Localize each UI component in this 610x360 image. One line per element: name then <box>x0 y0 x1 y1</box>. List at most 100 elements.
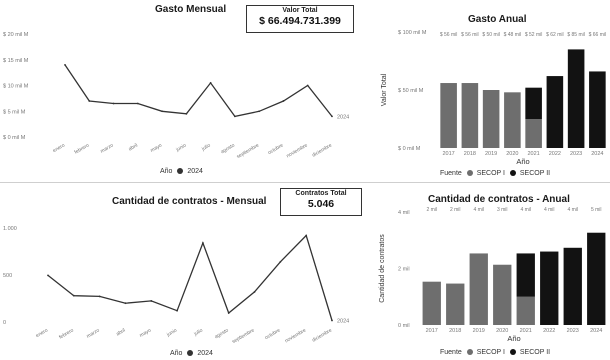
legend-item: SECOP I <box>476 349 505 356</box>
bar-data-label: $ 56 mil <box>440 32 458 38</box>
legend-title: Fuente <box>440 349 462 356</box>
bar-secop-i-2018 <box>461 83 479 148</box>
x-tick-label: diciembre <box>311 327 333 343</box>
x-axis-title: Año <box>516 157 529 166</box>
series-end-label: 2024 <box>337 318 349 324</box>
bar-data-label: 4 mil <box>567 207 578 213</box>
x-tick-label: noviembre <box>284 327 307 344</box>
data-point <box>88 100 91 102</box>
gasto-anual-chart: $ 100 mil M $ 50 mil M $ 0 mil M $ 56 mil 20… <box>381 30 606 166</box>
bar-secop-i-2019 <box>482 90 500 148</box>
bar-secop-i-2017 <box>440 83 457 148</box>
x-tick-label: 2020 <box>496 328 508 334</box>
bar-secop-i-2017 <box>422 281 441 325</box>
valor-total-card: Valor Total $ 66.494.731.399 <box>246 5 354 33</box>
legend-item: SECOP I <box>476 170 505 177</box>
x-tick-label: mayo <box>149 142 163 153</box>
x-tick-label: octubre <box>267 142 285 156</box>
legend-item: 2024 <box>187 168 203 175</box>
x-tick-label: 2024 <box>591 151 603 157</box>
data-point <box>282 100 285 102</box>
legend-swatch <box>187 350 194 357</box>
legend-title: Fuente <box>440 170 462 177</box>
x-tick-label: 2023 <box>567 328 579 334</box>
bar-secop-ii-2022 <box>546 76 564 148</box>
gasto-mensual-legend: Año 2024 <box>160 168 203 175</box>
valor-total-label: Valor Total <box>282 7 318 14</box>
legend-swatch-secop-i <box>466 170 473 177</box>
legend-swatch-secop-i <box>466 349 473 356</box>
data-point <box>202 242 204 244</box>
valor-total-value: $ 66.494.731.399 <box>259 15 341 27</box>
data-point <box>150 300 153 302</box>
bar-secop-i-2021 <box>525 119 542 148</box>
data-point <box>253 291 256 293</box>
bar-secop-ii-2021 <box>516 253 535 297</box>
x-tick-label: marzo <box>86 327 101 339</box>
y-tick-label: $ 100 mil M <box>398 30 427 36</box>
y-tick-label: 500 <box>3 273 12 279</box>
x-tick-label: 2024 <box>590 328 602 334</box>
x-tick-label: febrero <box>74 142 91 155</box>
x-tick-label: 2021 <box>528 151 540 157</box>
data-point <box>98 295 101 298</box>
x-tick-label: junio <box>174 142 187 153</box>
y-tick-label: $ 5 mil M <box>3 109 26 115</box>
x-tick-label: 2017 <box>426 328 438 334</box>
bar-secop-ii-2024 <box>589 71 606 148</box>
y-tick-label: $ 0 mil M <box>398 146 421 152</box>
data-point <box>176 309 178 312</box>
series-line-2024 <box>64 64 333 118</box>
x-tick-label: 2021 <box>520 328 532 334</box>
x-tick-label: agosto <box>214 327 230 340</box>
x-tick-label: septiembre <box>231 327 256 345</box>
data-point <box>185 112 188 115</box>
y-tick-label: $ 20 mil M <box>3 32 29 38</box>
legend-title: Año <box>170 350 183 357</box>
data-point <box>47 274 49 277</box>
x-tick-label: 2020 <box>506 151 518 157</box>
contratos-total-value: 5.046 <box>307 198 335 210</box>
x-tick-label: 2019 <box>473 328 485 334</box>
y-tick-label: 2 mil <box>398 267 410 273</box>
bar-data-label: 2 mil <box>450 207 461 213</box>
x-tick-label: 2023 <box>570 151 582 157</box>
bar-data-label: $ 48 mil <box>504 32 522 38</box>
contratos-mensual-chart: 1.000 500 0 enero febrero marzo abril mayo junio… <box>3 226 349 345</box>
legend-item: SECOP II <box>519 170 551 177</box>
x-tick-label: 2019 <box>485 151 497 157</box>
y-tick-label: $ 10 mil M <box>3 84 29 90</box>
bar-data-label: 4 mil <box>473 207 484 213</box>
gasto-mensual-title: Gasto Mensual <box>155 4 227 15</box>
x-tick-label: 2022 <box>543 328 555 334</box>
legend-item: 2024 <box>197 350 213 357</box>
bar-secop-i-2018 <box>446 283 465 325</box>
gasto-anual-legend: Fuente SECOP I SECOP II <box>440 170 550 177</box>
contratos-mensual-legend: Año 2024 <box>170 350 213 357</box>
data-point <box>136 102 139 105</box>
bar-secop-ii-2024 <box>587 232 606 325</box>
y-tick-label: 0 <box>3 320 6 326</box>
data-point <box>124 302 127 305</box>
x-tick-label: septiembre <box>236 142 261 160</box>
legend-item: SECOP II <box>519 349 551 356</box>
x-tick-label: 2018 <box>464 151 476 157</box>
legend-title: Año <box>160 168 173 175</box>
bar-data-label: $ 56 mil <box>461 32 479 38</box>
bar-data-label: $ 62 mil <box>546 32 564 38</box>
x-tick-label: 2017 <box>443 151 455 157</box>
y-tick-label: $ 50 mil M <box>398 88 424 94</box>
data-point <box>64 64 66 66</box>
contratos-anual-legend: Fuente SECOP I SECOP II <box>440 349 550 356</box>
contratos-mensual-title: Cantidad de contratos - Mensual <box>112 196 267 207</box>
gasto-anual-panel: Gasto Anual $ 100 mil M $ 50 mil M $ 0 mil… <box>370 0 610 180</box>
panel-divider <box>0 182 610 183</box>
x-tick-label: enero <box>52 142 66 154</box>
bar-secop-ii-2021 <box>525 87 542 119</box>
bar-data-label: $ 50 mil <box>482 32 500 38</box>
data-point <box>279 260 282 263</box>
x-tick-label: 2022 <box>549 151 561 157</box>
x-tick-label: julio <box>200 142 212 152</box>
y-tick-label: 0 mil <box>398 323 410 329</box>
bar-secop-ii-2022 <box>540 251 559 325</box>
